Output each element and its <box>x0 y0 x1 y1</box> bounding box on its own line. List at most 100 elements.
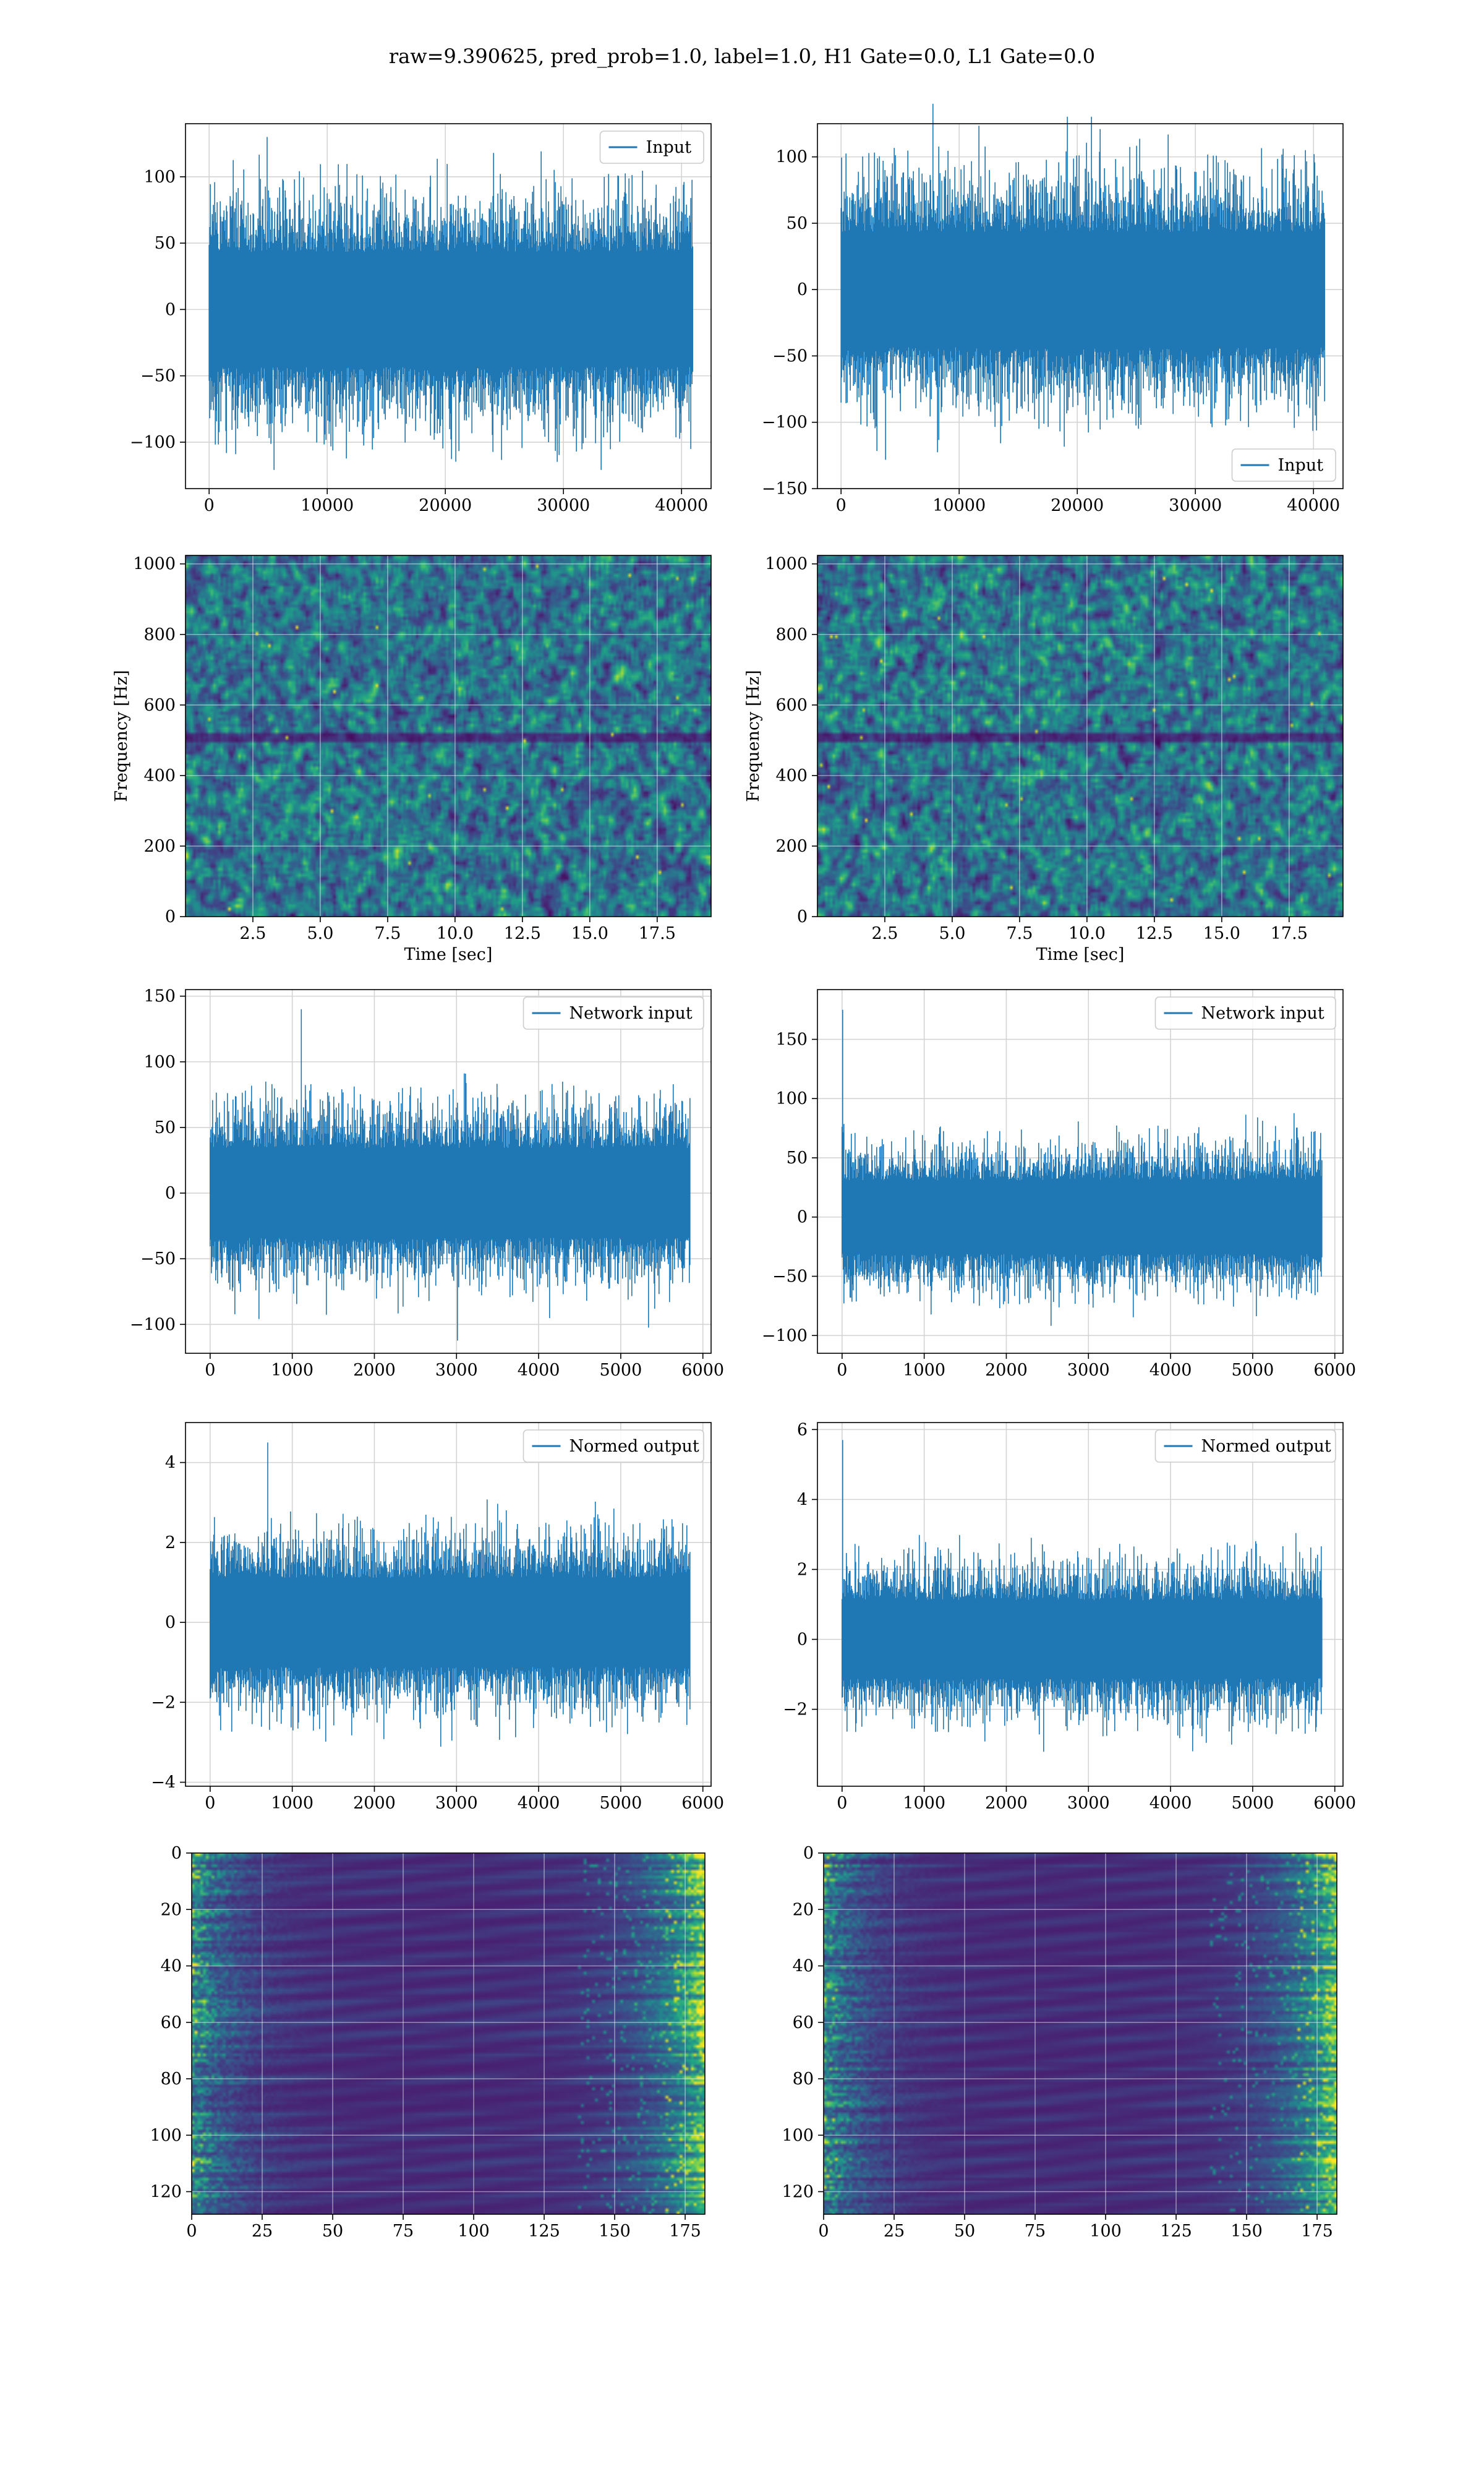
p2-ytick-label-4: 50 <box>787 214 808 233</box>
p9-heatmap-image <box>192 1853 705 2214</box>
p6-plot: 0 1000 2000 3000 4000 5000 6000 −100 −50 0 50 100 15… <box>762 989 1356 1380</box>
p1-plot: 0 10000 20000 30000 40000 −100 −50 0 50 100 Input <box>130 123 712 515</box>
p4-xtick-label-5: 15.0 <box>1203 924 1240 943</box>
p7-xtick-label-3: 3000 <box>435 1794 478 1813</box>
p6-xtick-label-4: 4000 <box>1149 1361 1192 1380</box>
p7-axes-frame <box>185 1422 712 1787</box>
p9-ytick-label-2: 40 <box>161 1957 182 1976</box>
p7-ytick-label-4: 4 <box>165 1453 176 1473</box>
p8-series-line <box>842 1440 1323 1752</box>
p10-plot: 0 25 50 75 100 125 150 175 0 20 40 60 80 100 120 <box>782 1844 1337 2241</box>
p9-ytick-label-0: 0 <box>171 1844 182 1863</box>
p8-ytick-label-4: 6 <box>797 1420 808 1439</box>
p5-xtick-label-2: 2000 <box>353 1361 396 1380</box>
p5-xtick-label-6: 6000 <box>681 1361 724 1380</box>
p9-ytick-label-5: 100 <box>150 2126 182 2145</box>
p6-series-line <box>842 1009 1323 1326</box>
p10-ytick-label-2: 40 <box>793 1957 814 1976</box>
p6-xtick-label-3: 3000 <box>1067 1361 1110 1380</box>
p1-series-line <box>208 137 693 470</box>
p2-plot: 0 10000 20000 30000 40000 −150 −100 −50 0 50 100 In… <box>762 103 1344 515</box>
p4-ytick-label-1: 200 <box>775 837 808 856</box>
p9-xtick-label-2: 50 <box>322 2222 343 2241</box>
p9-xtick-label-6: 150 <box>599 2222 631 2241</box>
p6-ytick-label-0: −100 <box>762 1326 808 1345</box>
p10-xtick-label-7: 175 <box>1301 2222 1333 2241</box>
p4-ytick-label-4: 800 <box>775 625 808 644</box>
p3-xlabel: Time [sec] <box>404 945 493 964</box>
p9-ytick-label-1: 20 <box>161 1900 182 1919</box>
p2-axes-frame <box>817 123 1344 489</box>
p10-ytick-label-3: 60 <box>793 2013 814 2032</box>
p5-ytick-label-3: 50 <box>155 1118 176 1137</box>
p2-ytick-label-1: −100 <box>762 413 808 432</box>
p3-ytick-label-0: 0 <box>165 907 176 927</box>
p2-series-line <box>840 103 1325 460</box>
p1-xtick-label-1: 10000 <box>301 496 354 515</box>
p1-legend-label: Input <box>646 138 692 157</box>
p2-ytick-label-2: −50 <box>772 346 808 366</box>
p6-ytick-label-4: 100 <box>775 1089 808 1108</box>
p4-heatmap-image <box>817 555 1343 917</box>
p10-ytick-label-1: 20 <box>793 1900 814 1919</box>
p9-xtick-label-1: 25 <box>252 2222 273 2241</box>
p4-plot: 2.5 5.0 7.5 10.0 12.5 15.0 17.5 0 200 400 600 800 10… <box>744 555 1344 964</box>
p4-xtick-label-1: 5.0 <box>939 924 965 943</box>
p2-ytick-label-5: 100 <box>775 148 808 167</box>
p9-ytick-label-4: 80 <box>161 2070 182 2089</box>
p1-ytick-label-0: −100 <box>130 433 176 452</box>
p6-xtick-label-5: 5000 <box>1232 1361 1274 1380</box>
p7-legend: Normed output <box>522 1429 704 1463</box>
p6-legend-box <box>1154 996 1336 1030</box>
p2-xtick-label-0: 0 <box>836 496 846 515</box>
p7-xtick-label-5: 5000 <box>600 1794 642 1813</box>
p4-xtick-label-2: 7.5 <box>1006 924 1033 943</box>
p9-ytick-label-6: 120 <box>150 2183 182 2202</box>
p7-xtick-label-0: 0 <box>205 1794 215 1813</box>
subplots-grid: 0 10000 20000 30000 40000−100−50050100Input0… <box>112 103 1356 2241</box>
p8-ytick-label-0: −2 <box>783 1700 808 1719</box>
p6-axes-frame <box>817 989 1344 1354</box>
p5-ytick-label-0: −100 <box>130 1315 176 1334</box>
p6-ytick-label-2: 0 <box>797 1208 808 1227</box>
p7-ytick-label-3: 2 <box>165 1533 176 1552</box>
p1-xtick-label-4: 40000 <box>655 496 708 515</box>
p4-ytick-label-0: 0 <box>797 907 808 927</box>
p3-ytick-label-1: 200 <box>143 837 176 856</box>
p10-xtick-label-5: 125 <box>1160 2222 1192 2241</box>
p10-ytick-label-4: 80 <box>793 2070 814 2089</box>
p1-xtick-label-3: 30000 <box>537 496 590 515</box>
p8-legend: Normed output <box>1154 1429 1336 1463</box>
p4-xtick-label-0: 2.5 <box>871 924 898 943</box>
p9-ytick-label-3: 60 <box>161 2013 182 2032</box>
p8-xtick-label-4: 4000 <box>1149 1794 1192 1813</box>
p3-ytick-label-3: 600 <box>143 696 176 715</box>
p3-xtick-label-5: 15.0 <box>571 924 608 943</box>
p10-ytick-label-0: 0 <box>803 1844 814 1863</box>
p6-xtick-label-0: 0 <box>837 1361 847 1380</box>
p6-ytick-label-5: 150 <box>775 1030 808 1049</box>
p5-legend: Network input <box>522 996 704 1030</box>
p10-xtick-label-6: 150 <box>1230 2222 1263 2241</box>
p1-ytick-label-2: 0 <box>165 300 176 319</box>
p5-axes-frame <box>185 989 712 1354</box>
p1-xtick-label-0: 0 <box>204 496 215 515</box>
p8-xtick-label-6: 6000 <box>1313 1794 1356 1813</box>
p5-xtick-label-5: 5000 <box>600 1361 642 1380</box>
p9-plot: 0 25 50 75 100 125 150 175 0 20 40 60 80 100 120 <box>150 1844 706 2241</box>
p10-xtick-label-2: 50 <box>954 2222 975 2241</box>
p4-ytick-label-3: 600 <box>775 696 808 715</box>
p5-ytick-label-4: 100 <box>143 1053 176 1072</box>
p9-xtick-label-3: 75 <box>393 2222 414 2241</box>
p10-ytick-label-5: 100 <box>782 2126 814 2145</box>
p9-xtick-label-0: 0 <box>186 2222 197 2241</box>
p3-xtick-label-3: 10.0 <box>437 924 474 943</box>
p7-xtick-label-2: 2000 <box>353 1794 396 1813</box>
p6-ytick-label-3: 50 <box>787 1149 808 1168</box>
p1-ytick-label-4: 100 <box>143 168 176 187</box>
p5-ytick-label-5: 150 <box>143 987 176 1006</box>
p8-legend-box <box>1154 1429 1336 1463</box>
p2-ytick-label-3: 0 <box>797 280 808 299</box>
p6-legend-label: Network input <box>1201 1004 1324 1023</box>
p7-legend-box <box>522 1429 704 1463</box>
